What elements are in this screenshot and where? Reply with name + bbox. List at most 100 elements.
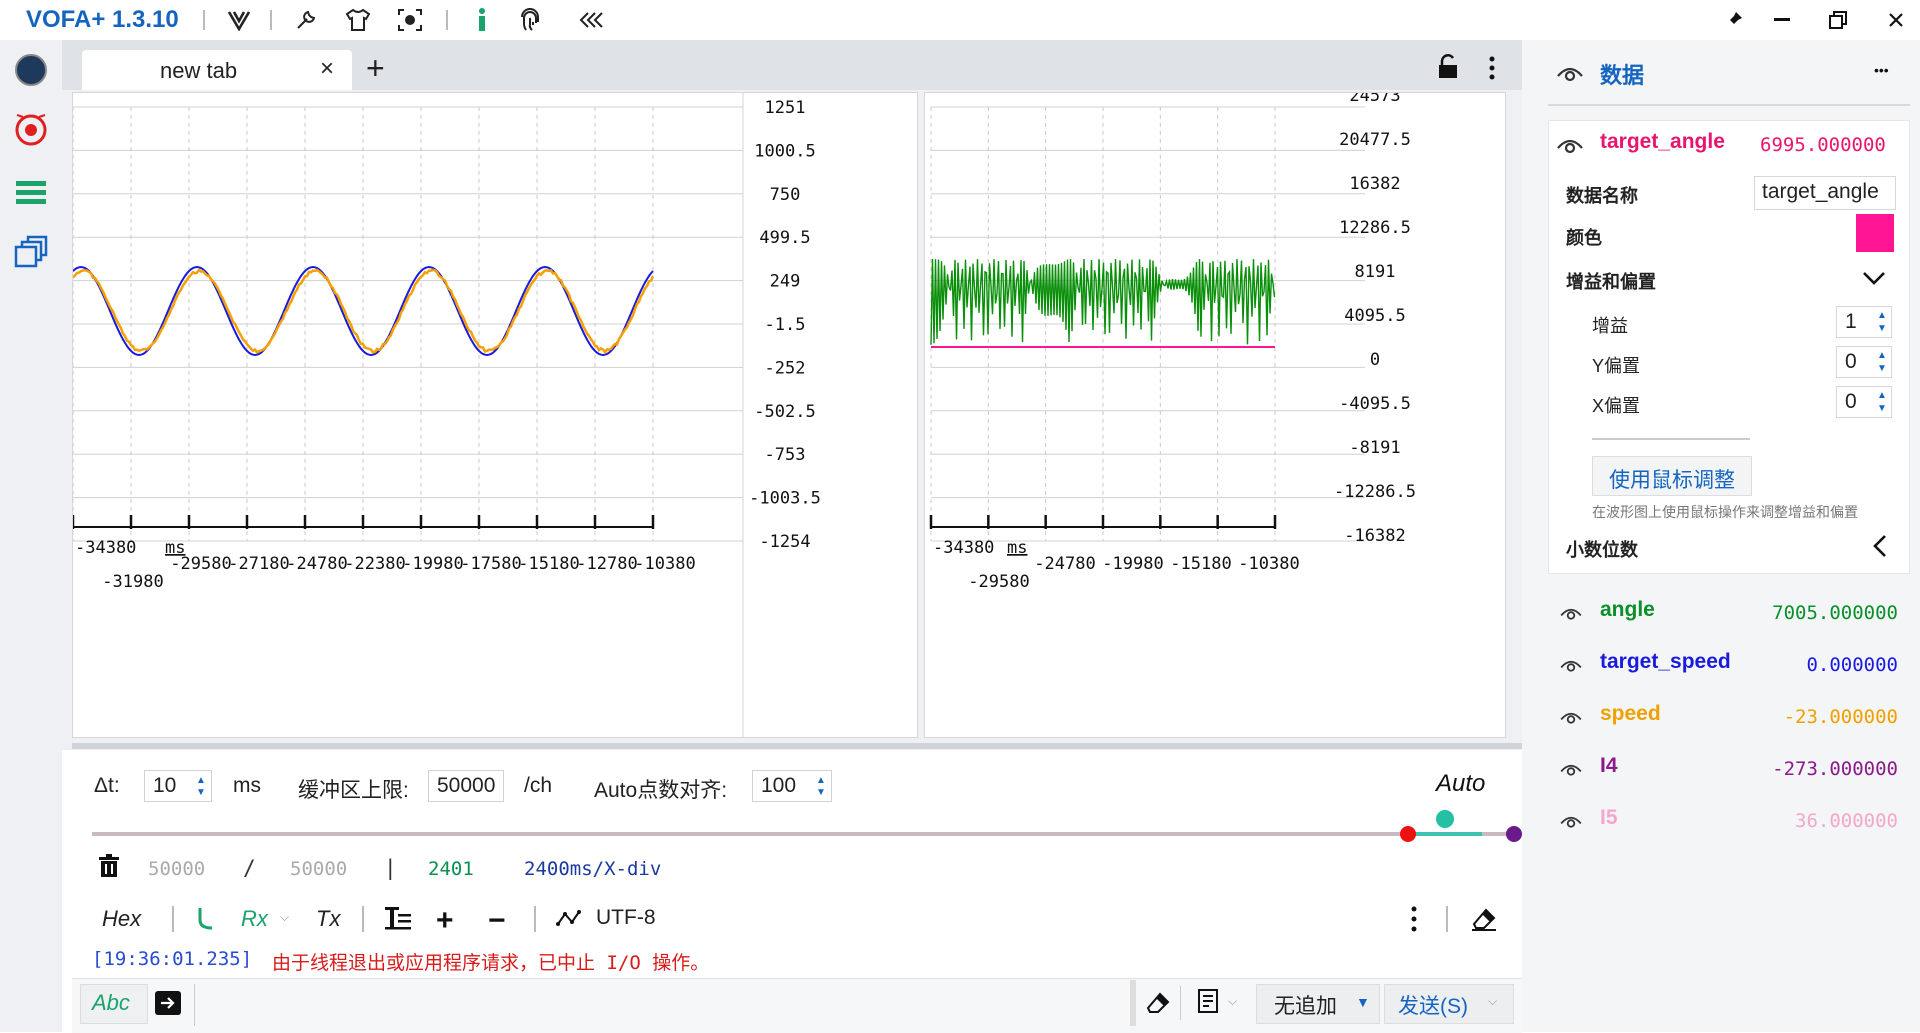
windows-stack-icon[interactable] bbox=[13, 234, 49, 270]
y-offset-label: Y偏置 bbox=[1592, 352, 1640, 378]
clear-send-icon[interactable] bbox=[1144, 988, 1172, 1021]
y-offset-input[interactable]: 0 ▲ ▼ bbox=[1836, 346, 1892, 378]
waveform-plot-1[interactable]: 1251 1000.5 750 499.5 249 -1.5 -252 -502.5 -753 -… bbox=[72, 92, 918, 738]
encoding-selector[interactable]: UTF-8 bbox=[596, 906, 656, 930]
spin-down-icon[interactable]: ▼ bbox=[815, 787, 827, 798]
spin-up-icon[interactable]: ▲ bbox=[815, 775, 827, 786]
eye-icon[interactable] bbox=[1558, 760, 1584, 778]
spin-up-icon[interactable]: ▲ bbox=[1876, 310, 1888, 321]
eye-icon[interactable] bbox=[1558, 604, 1584, 622]
timeline-end-handle[interactable] bbox=[1506, 826, 1522, 842]
auto-label[interactable]: Auto bbox=[1436, 770, 1485, 798]
spin-up-icon[interactable]: ▲ bbox=[1876, 390, 1888, 401]
channel-row-angle[interactable]: angle 7005.000000 bbox=[1548, 592, 1898, 632]
toolbar-divider bbox=[270, 10, 272, 30]
y-tick-label: -1003.5 bbox=[749, 489, 821, 509]
tx-toggle[interactable]: Tx bbox=[316, 906, 340, 932]
buffer-input[interactable]: 50000 bbox=[428, 770, 504, 802]
timeline-position-handle[interactable] bbox=[1436, 810, 1454, 828]
panel-more-icon[interactable]: ••• bbox=[1874, 62, 1889, 78]
spin-down-icon[interactable]: ▼ bbox=[195, 787, 207, 798]
zoom-out-button[interactable]: − bbox=[488, 904, 506, 938]
chevron-left-icon[interactable] bbox=[1872, 534, 1888, 563]
eye-icon[interactable] bbox=[1556, 134, 1584, 161]
y-tick-label: 0 bbox=[1370, 350, 1380, 370]
color-swatch[interactable] bbox=[1856, 214, 1894, 252]
chevron-down-icon[interactable] bbox=[1862, 270, 1886, 291]
terminal-more-icon[interactable] bbox=[1410, 906, 1418, 937]
restore-icon[interactable] bbox=[1818, 4, 1858, 36]
shirt-icon[interactable] bbox=[344, 6, 372, 34]
eye-icon[interactable] bbox=[1558, 656, 1584, 674]
selected-channel-name[interactable]: target_angle bbox=[1600, 130, 1725, 154]
app-title: VOFA+ 1.3.10 bbox=[26, 6, 179, 34]
eye-icon[interactable] bbox=[1556, 62, 1584, 89]
toolbar-divider bbox=[446, 10, 448, 30]
log-timestamp: [19:36:01.235] bbox=[92, 948, 252, 970]
decimals-label: 小数位数 bbox=[1566, 536, 1638, 562]
data-name-label: 数据名称 bbox=[1566, 182, 1638, 208]
text-format-icon[interactable] bbox=[384, 906, 412, 937]
hex-toggle[interactable]: Hex bbox=[102, 906, 141, 932]
timeline-start-handle[interactable] bbox=[1400, 826, 1416, 842]
script-icon[interactable] bbox=[1196, 988, 1222, 1021]
y-tick-label: 12286.5 bbox=[1339, 218, 1411, 238]
spin-down-icon[interactable]: ▼ bbox=[1876, 403, 1888, 414]
script-dropdown-icon[interactable]: ⌵ bbox=[1228, 994, 1237, 1009]
info-icon[interactable] bbox=[468, 6, 496, 34]
double-chevron-left-icon[interactable] bbox=[578, 6, 606, 34]
gain-section-divider bbox=[1592, 438, 1750, 440]
minimize-icon[interactable] bbox=[1762, 4, 1802, 36]
send-text-input[interactable] bbox=[196, 984, 1126, 1026]
rx-toggle[interactable]: Rx bbox=[241, 906, 268, 932]
record-icon[interactable] bbox=[13, 112, 49, 148]
send-splitter[interactable] bbox=[1130, 980, 1136, 1026]
spin-down-icon[interactable]: ▼ bbox=[1876, 363, 1888, 374]
tab-close-button[interactable]: × bbox=[320, 55, 334, 83]
x-tick-label: -15180 bbox=[518, 554, 579, 574]
timeline-track[interactable] bbox=[92, 832, 1514, 836]
pin-icon[interactable] bbox=[1714, 4, 1754, 36]
channel-value: 7005.000000 bbox=[1772, 602, 1898, 624]
dt-input[interactable]: 10 ▲ ▼ bbox=[144, 770, 212, 802]
spin-down-icon[interactable]: ▼ bbox=[1876, 323, 1888, 334]
spin-up-icon[interactable]: ▲ bbox=[1876, 350, 1888, 361]
eraser-icon[interactable] bbox=[1470, 904, 1498, 937]
send-file-icon[interactable] bbox=[154, 990, 182, 1021]
fingerprint-icon[interactable] bbox=[516, 6, 544, 34]
waveform-plot-2-canvas[interactable]: 24573 20477.5 16382 12286.5 8191 4095.5 0 -4095… bbox=[925, 93, 1505, 737]
plot-splitter[interactable] bbox=[72, 743, 1522, 749]
encoding-icon[interactable] bbox=[556, 908, 582, 933]
eye-icon[interactable] bbox=[1558, 708, 1584, 726]
waveform-plot-1-canvas[interactable]: 1251 1000.5 750 499.5 249 -1.5 -252 -502.5 -753 -… bbox=[73, 93, 917, 737]
rx-dropdown-icon[interactable]: ⌵ bbox=[280, 910, 289, 925]
mouse-adjust-button[interactable]: 使用鼠标调整 bbox=[1592, 456, 1752, 496]
x-offset-input[interactable]: 0 ▲ ▼ bbox=[1836, 386, 1892, 418]
channel-row-i4[interactable]: I4 -273.000000 bbox=[1548, 748, 1898, 788]
trash-icon[interactable] bbox=[98, 854, 120, 883]
gain-input[interactable]: 1 ▲ ▼ bbox=[1836, 306, 1892, 338]
data-list-icon[interactable] bbox=[13, 174, 49, 210]
channel-value: 36.000000 bbox=[1795, 810, 1898, 832]
spin-up-icon[interactable]: ▲ bbox=[195, 775, 207, 786]
channel-row-i5[interactable]: I5 36.000000 bbox=[1548, 800, 1898, 840]
rx-indicator-icon[interactable] bbox=[196, 906, 216, 937]
capture-icon[interactable] bbox=[396, 6, 424, 34]
eye-icon[interactable] bbox=[1558, 812, 1584, 830]
lock-icon[interactable] bbox=[1436, 54, 1460, 85]
buffer-value: 50000 bbox=[437, 774, 495, 798]
connect-icon[interactable] bbox=[13, 52, 49, 88]
vofa-logo-icon[interactable] bbox=[225, 6, 253, 34]
gain-offset-label: 增益和偏置 bbox=[1566, 268, 1656, 294]
channel-row-speed[interactable]: speed -23.000000 bbox=[1548, 696, 1898, 736]
zoom-in-button[interactable]: + bbox=[436, 904, 454, 938]
send-dropdown-icon[interactable]: ⌵ bbox=[1488, 994, 1497, 1009]
tab-more-icon[interactable] bbox=[1488, 56, 1496, 85]
add-tab-button[interactable]: + bbox=[366, 50, 385, 87]
channel-row-target-speed[interactable]: target_speed 0.000000 bbox=[1548, 644, 1898, 684]
close-icon[interactable] bbox=[1876, 4, 1916, 36]
x-tick-label: -12780 bbox=[576, 554, 637, 574]
auto-align-input[interactable]: 100 ▲ ▼ bbox=[752, 770, 832, 802]
wrench-icon[interactable] bbox=[292, 6, 320, 34]
waveform-plot-2[interactable]: 24573 20477.5 16382 12286.5 8191 4095.5 0 -4095… bbox=[924, 92, 1506, 738]
